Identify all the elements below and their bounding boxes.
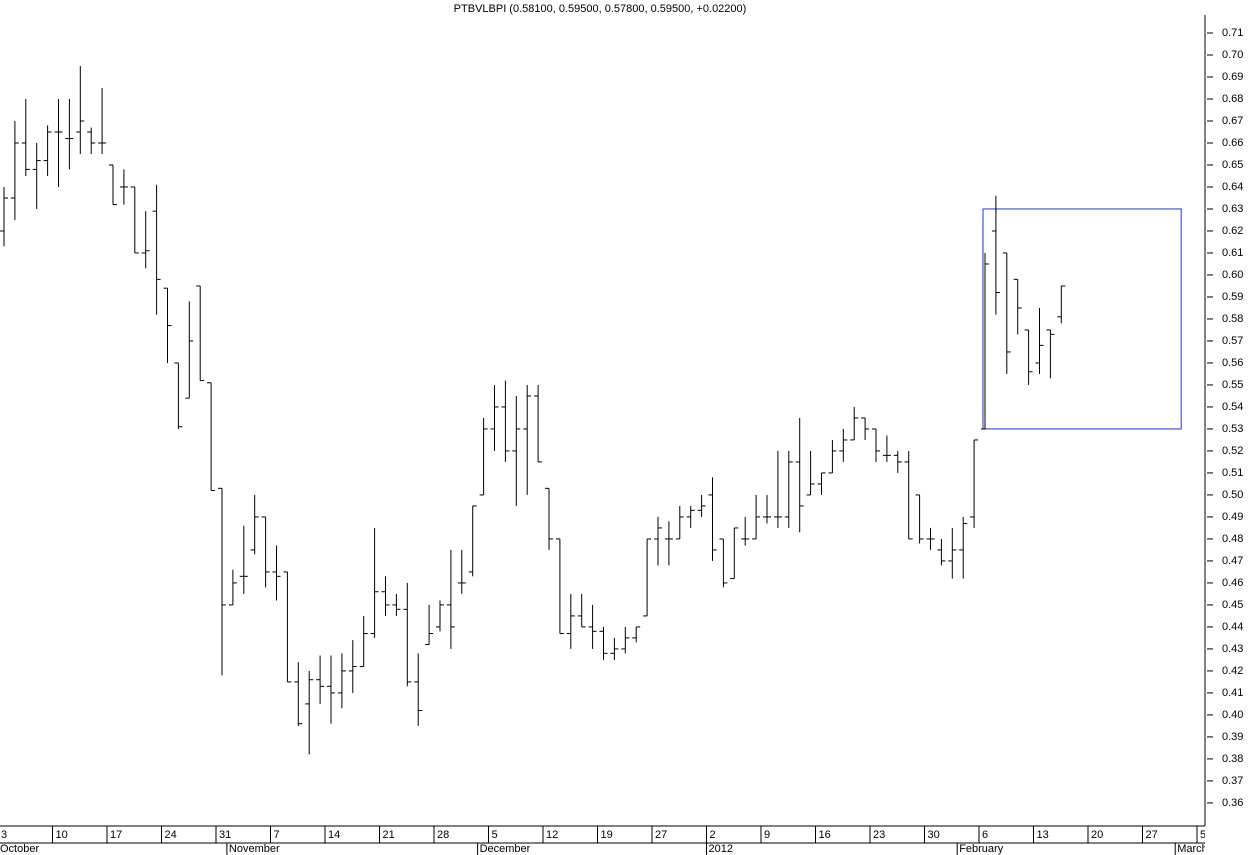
x-tick-label: 27: [1146, 829, 1158, 841]
x-tick-label: 5: [1200, 829, 1206, 841]
month-label: February: [959, 843, 1004, 855]
y-tick-label: 0.59: [1222, 291, 1243, 303]
highlight-box: [982, 208, 1182, 430]
x-tick-label: 27: [655, 829, 667, 841]
y-tick-label: 0.61: [1222, 247, 1243, 259]
x-tick-label: 14: [328, 829, 340, 841]
x-tick-label: 7: [274, 829, 280, 841]
y-tick-label: 0.57: [1222, 335, 1243, 347]
y-tick-label: 0.71: [1222, 27, 1243, 39]
y-tick-label: 0.67: [1222, 115, 1243, 127]
y-tick-label: 0.46: [1222, 577, 1243, 589]
x-tick-label: 13: [1037, 829, 1049, 841]
x-tick-label: 10: [56, 829, 68, 841]
x-tick-label: 20: [1091, 829, 1103, 841]
y-tick-label: 0.54: [1222, 401, 1243, 413]
y-tick-label: 0.49: [1222, 511, 1243, 523]
month-label: March: [1177, 843, 1208, 855]
y-tick-label: 0.60: [1222, 269, 1243, 281]
y-tick-label: 0.43: [1222, 643, 1243, 655]
month-label: 2012: [709, 843, 733, 855]
month-label: October: [0, 843, 39, 855]
y-tick-label: 0.36: [1222, 797, 1243, 809]
y-tick-label: 0.65: [1222, 159, 1243, 171]
x-tick-label: 3: [1, 829, 7, 841]
y-tick-label: 0.40: [1222, 709, 1243, 721]
x-tick-label: 12: [546, 829, 558, 841]
month-label: December: [480, 843, 531, 855]
y-tick-label: 0.45: [1222, 599, 1243, 611]
x-tick-label: 16: [819, 829, 831, 841]
x-tick-label: 31: [219, 829, 231, 841]
x-tick-label: 28: [437, 829, 449, 841]
y-tick-label: 0.48: [1222, 533, 1243, 545]
y-tick-label: 0.38: [1222, 753, 1243, 765]
y-tick-label: 0.63: [1222, 203, 1243, 215]
x-tick-label: 19: [601, 829, 613, 841]
x-tick-label: 21: [383, 829, 395, 841]
x-tick-label: 5: [492, 829, 498, 841]
y-tick-label: 0.41: [1222, 687, 1243, 699]
y-tick-label: 0.70: [1222, 49, 1243, 61]
y-tick-label: 0.44: [1222, 621, 1243, 633]
y-tick-label: 0.56: [1222, 357, 1243, 369]
y-tick-label: 0.52: [1222, 445, 1243, 457]
chart-title: PTBVLBPI (0.58100, 0.59500, 0.57800, 0.5…: [454, 3, 747, 15]
month-label: November: [229, 843, 280, 855]
plot-area: 3 10 17 24 31 7 14 21 28 5 12 19 27 2 9 16 23 30 6 13 20 27 5 O…: [0, 65, 1208, 855]
x-tick-label: 9: [764, 829, 770, 841]
x-tick-label: 2: [710, 829, 716, 841]
y-tick-label: 0.68: [1222, 93, 1243, 105]
y-tick-label: 0.64: [1222, 181, 1243, 193]
x-tick-label: 24: [165, 829, 177, 841]
x-tick-label: 6: [982, 829, 988, 841]
y-tick-label: 0.69: [1222, 71, 1243, 83]
y-tick-label: 0.42: [1222, 665, 1243, 677]
y-tick-label: 0.39: [1222, 731, 1243, 743]
y-tick-label: 0.66: [1222, 137, 1243, 149]
y-tick-label: 0.50: [1222, 489, 1243, 501]
y-tick-label: 0.58: [1222, 313, 1243, 325]
y-tick-label: 0.37: [1222, 775, 1243, 787]
y-tick-label: 0.53: [1222, 423, 1243, 435]
x-tick-label: 30: [928, 829, 940, 841]
y-tick-label: 0.55: [1222, 379, 1243, 391]
x-tick-label: 17: [110, 829, 122, 841]
y-tick-label: 0.51: [1222, 467, 1243, 479]
x-tick-label: 23: [873, 829, 885, 841]
y-tick-label: 0.62: [1222, 225, 1243, 237]
y-tick-label: 0.47: [1222, 555, 1243, 567]
